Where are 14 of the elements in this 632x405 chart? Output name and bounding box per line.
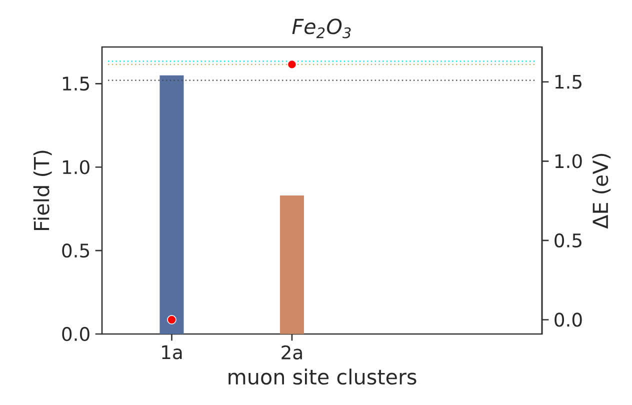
chart-title: Fe$_{2}$O$_{3}$ — [292, 18, 351, 38]
y-axis-title: Field (T) — [33, 150, 52, 230]
x-tick-label: 1a — [162, 345, 182, 360]
y2-axis-title: ΔE (eV) — [592, 154, 611, 229]
y-tick-label: 1.0 — [62, 160, 90, 174]
y-tick-label: 0.5 — [62, 244, 89, 258]
y2-tick-label: 1.0 — [555, 154, 582, 168]
x-tick-label: 2a — [282, 345, 302, 360]
y2-tick-label: 0.0 — [554, 312, 582, 327]
y-tick-label: 0.0 — [62, 326, 90, 342]
y-tick-label: 1.5 — [62, 76, 89, 91]
x-axis-title: muon site clusters — [228, 368, 416, 385]
y2-tick-label: 0.5 — [554, 233, 582, 248]
y2-tick-label: 1.5 — [555, 74, 582, 89]
